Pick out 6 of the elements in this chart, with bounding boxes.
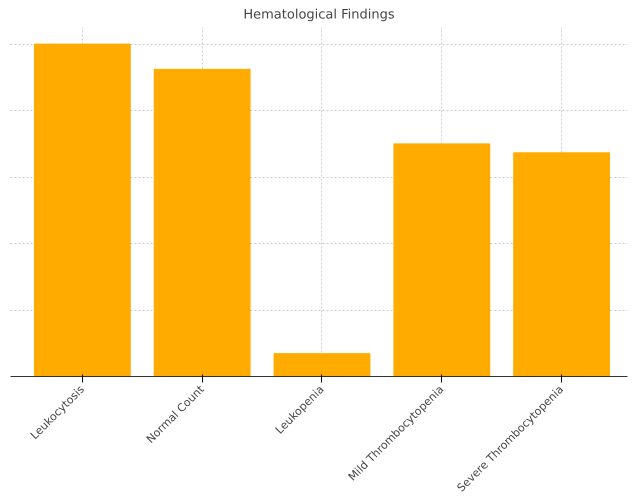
bar — [34, 44, 131, 376]
chart-title: Hematological Findings — [243, 8, 395, 22]
bar — [393, 143, 490, 376]
bar — [274, 353, 370, 376]
bar — [154, 68, 251, 376]
bar — [513, 152, 610, 376]
